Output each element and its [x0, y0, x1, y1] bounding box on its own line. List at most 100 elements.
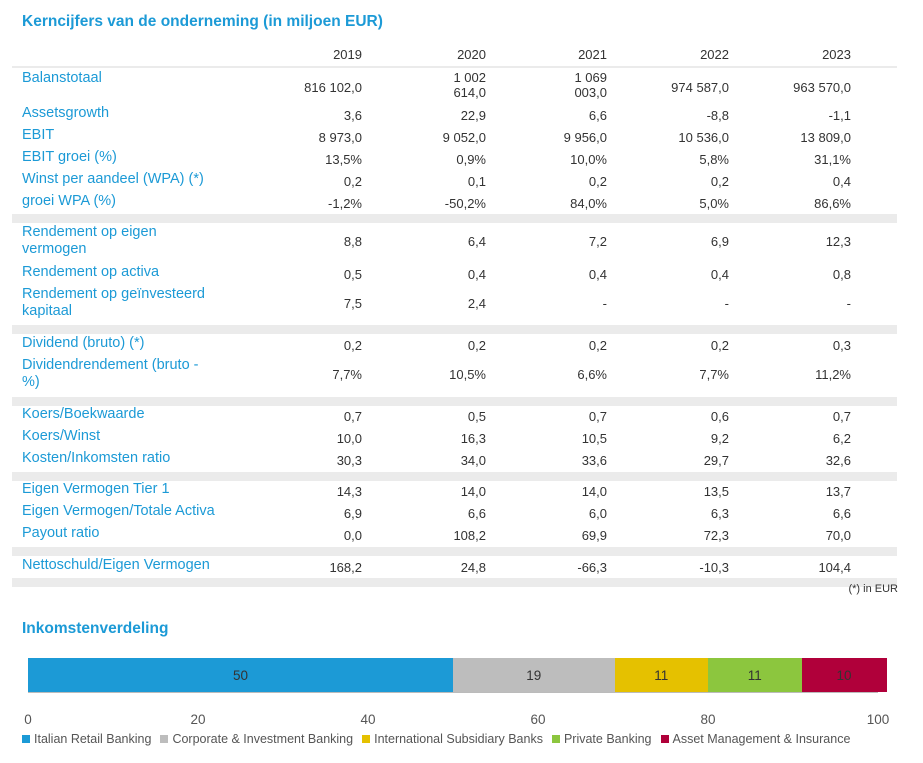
- table-cell: 14,0: [460, 483, 486, 499]
- table-cell: 6,6%: [577, 366, 607, 382]
- table-cell: 0,4: [710, 266, 729, 282]
- table-cell: 7,7%: [332, 366, 362, 382]
- table-cell: 30,3: [336, 452, 362, 468]
- x-axis-line: [28, 692, 878, 693]
- bar-segment-private-banking: 11: [708, 658, 802, 692]
- data-label: 50: [232, 667, 249, 683]
- table-cell: 3,6: [343, 107, 362, 123]
- row-label: EBIT: [22, 127, 55, 143]
- table-cell: 0,9%: [456, 151, 486, 167]
- table-cell: 2,4: [467, 295, 486, 311]
- table-cell: 7,5: [343, 295, 362, 311]
- table-cell: 72,3: [703, 527, 729, 543]
- year-header: 2022: [700, 47, 729, 62]
- table-cell: 0,0: [343, 527, 362, 543]
- group-separator: [12, 397, 897, 406]
- table-cell: 1 069 003,0: [574, 70, 607, 100]
- row-label: Eigen Vermogen/Totale Activa: [22, 503, 215, 519]
- bar-segment-italian-retail-banking: 50: [28, 658, 453, 692]
- table-cell: 0,2: [343, 173, 362, 189]
- table-cell: -: [846, 295, 851, 311]
- row-label: Assetsgrowth: [22, 105, 110, 121]
- table-cell: 1 002 614,0: [453, 70, 486, 100]
- group-separator: [12, 578, 897, 587]
- table-cell: 70,0: [825, 527, 851, 543]
- table-cell: 10,0%: [570, 151, 607, 167]
- legend-swatch: [660, 735, 669, 743]
- table-cell: 0,8: [832, 266, 851, 282]
- table-cell: 8 973,0: [318, 129, 362, 145]
- legend-label: Private Banking: [563, 732, 652, 746]
- table-cell: 8,8: [343, 233, 362, 249]
- legend-swatch: [362, 735, 371, 743]
- table-cell: 13 809,0: [800, 129, 851, 145]
- table-cell: -10,3: [699, 559, 729, 575]
- x-tick-label: 20: [190, 712, 206, 727]
- table-cell: 0,2: [588, 337, 607, 353]
- table-cell: 963 570,0: [793, 79, 851, 95]
- table-cell: 24,8: [460, 559, 486, 575]
- data-label: 11: [654, 667, 669, 683]
- table-cell: 10 536,0: [678, 129, 729, 145]
- table-cell: 6,4: [467, 233, 486, 249]
- table-cell: 6,6: [588, 107, 607, 123]
- table-cell: 0,5: [343, 266, 362, 282]
- table-cell: 9,2: [710, 430, 729, 446]
- row-label: Nettoschuld/Eigen Vermogen: [22, 557, 210, 573]
- income-distribution-bar: 50 19 11 11 10: [28, 658, 887, 692]
- table-cell: 11,2%: [815, 366, 851, 382]
- year-header: 2021: [578, 47, 607, 62]
- x-tick-label: 40: [360, 712, 376, 727]
- row-label: Payout ratio: [22, 525, 100, 541]
- legend-label: Asset Management & Insurance: [672, 732, 851, 746]
- group-separator: [12, 214, 897, 223]
- table-cell: 0,6: [710, 408, 729, 424]
- row-label: Rendement op activa: [22, 264, 160, 280]
- row-label: Kosten/Inkomsten ratio: [22, 450, 171, 466]
- table-cell: -66,3: [577, 559, 607, 575]
- page-title: Kerncijfers van de onderneming (in miljo…: [22, 13, 383, 30]
- table-cell: 6,9: [710, 233, 729, 249]
- x-tick-label: 0: [24, 712, 32, 727]
- table-cell: 13,5%: [325, 151, 362, 167]
- bar-segment-corporate-investment-banking: 19: [453, 658, 615, 692]
- table-cell: 0,2: [343, 337, 362, 353]
- group-separator: [12, 472, 897, 481]
- data-label: 10: [836, 667, 852, 683]
- table-cell: 6,0: [588, 505, 607, 521]
- x-tick-label: 60: [530, 712, 546, 727]
- table-cell: 0,1: [467, 173, 486, 189]
- table-cell: 0,3: [832, 337, 851, 353]
- table-cell: 14,0: [581, 483, 607, 499]
- table-cell: 22,9: [460, 107, 486, 123]
- year-header: 2023: [822, 47, 851, 62]
- row-label: EBIT groei (%): [22, 149, 117, 165]
- table-cell: 168,2: [329, 559, 362, 575]
- table-cell: 0,4: [832, 173, 851, 189]
- table-cell: 12,3: [825, 233, 851, 249]
- data-label: 19: [526, 667, 542, 683]
- row-label: groei WPA (%): [22, 193, 117, 209]
- data-label: 11: [747, 667, 762, 683]
- row-label: Rendement op eigen vermogen: [22, 224, 157, 257]
- bar-segment-asset-management-insurance: 10: [801, 658, 887, 692]
- row-label: Koers/Boekwaarde: [22, 406, 145, 422]
- table-cell: 10,0: [336, 430, 362, 446]
- table-cell: 104,4: [818, 559, 851, 575]
- income-distribution-title: Inkomstenverdeling: [22, 620, 169, 637]
- legend-label: Corporate & Investment Banking: [172, 732, 354, 746]
- table-cell: 86,6%: [814, 195, 851, 211]
- legend-swatch: [22, 735, 30, 743]
- table-cell: 6,6: [467, 505, 486, 521]
- bar-segment-international-subsidiary-banks: 11: [614, 658, 708, 692]
- table-cell: 13,7: [825, 483, 851, 499]
- table-cell: 34,0: [460, 452, 486, 468]
- row-label: Eigen Vermogen Tier 1: [22, 481, 170, 497]
- table-cell: -: [724, 295, 729, 311]
- table-cell: 33,6: [581, 452, 607, 468]
- legend-swatch: [551, 735, 560, 743]
- row-label: Dividend (bruto) (*): [22, 335, 145, 351]
- table-cell: 0,7: [832, 408, 851, 424]
- table-cell: 84,0%: [570, 195, 607, 211]
- table-cell: 14,3: [336, 483, 362, 499]
